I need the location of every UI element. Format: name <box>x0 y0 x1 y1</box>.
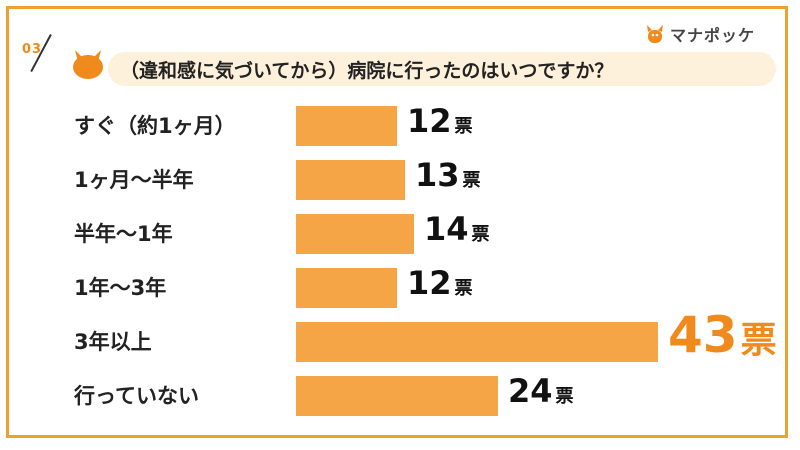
value-unit: 票 <box>471 224 490 245</box>
value-label: 24 票 <box>508 372 574 410</box>
category-label: 3年以上 <box>74 330 152 354</box>
brand-logo: マナポッケ <box>645 22 755 46</box>
value-unit: 票 <box>462 170 481 191</box>
value-number: 43 <box>668 306 738 364</box>
value-unit: 票 <box>454 116 473 137</box>
category-label: すぐ（約1ヶ月） <box>74 114 236 138</box>
value-unit: 票 <box>740 320 777 361</box>
value-number: 12 <box>407 102 452 140</box>
question-text: （違和感に気づいてから）病院に行ったのはいつですか？ <box>120 60 614 82</box>
bar <box>296 376 498 416</box>
logo-text: マナポッケ <box>670 26 756 45</box>
value-label: 43票 <box>668 306 777 364</box>
value-number: 24 <box>508 372 553 410</box>
value-number: 14 <box>424 210 469 248</box>
category-label: 1年〜3年 <box>74 276 167 300</box>
value-label: 12 票 <box>407 102 473 140</box>
value-unit: 票 <box>454 278 473 299</box>
value-label: 13 票 <box>415 156 481 194</box>
category-label: 行っていない <box>74 384 199 408</box>
bar <box>296 106 397 146</box>
bar <box>296 160 405 200</box>
mascot-icon <box>73 50 103 79</box>
bar <box>296 214 414 254</box>
bar <box>296 322 658 362</box>
value-number: 12 <box>407 264 452 302</box>
value-number: 13 <box>415 156 460 194</box>
question-number: 03 <box>22 42 43 57</box>
value-unit: 票 <box>555 386 574 407</box>
question-background <box>108 52 776 86</box>
category-label: 半年〜1年 <box>74 222 173 246</box>
bar <box>296 268 397 308</box>
category-label: 1ヶ月〜半年 <box>74 168 194 192</box>
value-label: 14 票 <box>424 210 490 248</box>
logo-mascot-icon <box>647 25 663 43</box>
value-label: 12 票 <box>407 264 473 302</box>
